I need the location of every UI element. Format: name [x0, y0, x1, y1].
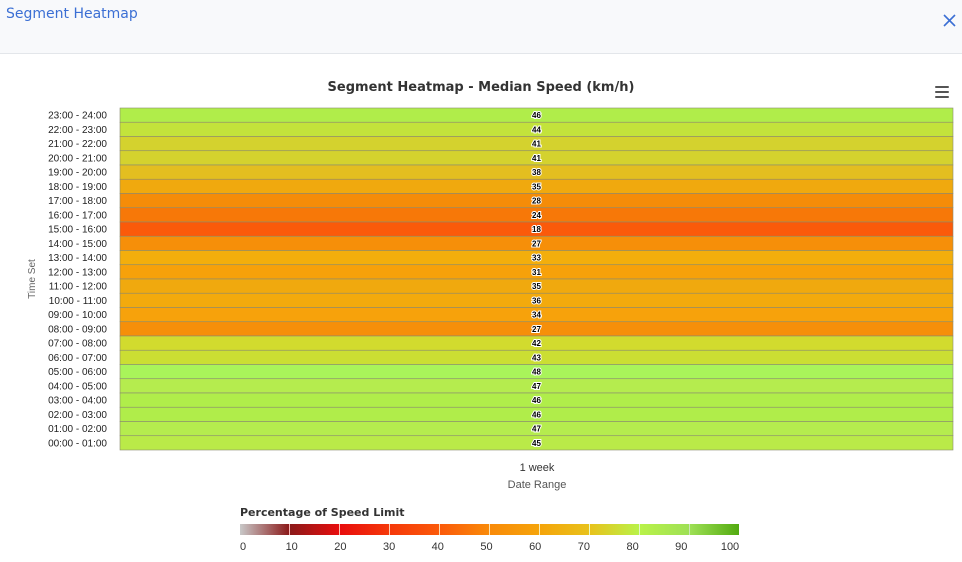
y-axis-tick-label: 23:00 - 24:00 [48, 111, 107, 122]
y-axis-tick-label: 18:00 - 19:00 [48, 182, 107, 193]
heatmap-cell-value: 36 [532, 296, 541, 305]
legend-color-segment [689, 524, 739, 535]
legend-color-segment [589, 524, 639, 535]
close-icon[interactable] [940, 10, 960, 30]
y-axis-tick-label: 08:00 - 09:00 [48, 324, 107, 335]
legend-tick-label: 50 [480, 541, 493, 553]
heatmap-cell-value: 44 [532, 125, 541, 134]
heatmap-cell-value: 28 [532, 197, 541, 206]
heatmap-cell-value: 38 [532, 168, 541, 177]
heatmap-cell-value: 35 [532, 182, 541, 191]
heatmap-cell-value: 18 [532, 225, 541, 234]
y-axis-tick-label: 11:00 - 12:00 [49, 282, 108, 293]
modal-header: Segment Heatmap [0, 0, 962, 54]
heatmap-cell[interactable] [119, 435, 954, 451]
y-axis-tick-label: 15:00 - 16:00 [48, 225, 107, 236]
y-axis-tick-label: 03:00 - 04:00 [48, 396, 107, 407]
heatmap-cell-value: 48 [532, 368, 541, 377]
legend-color-segment [339, 524, 389, 535]
heatmap-cell-value: 34 [532, 311, 541, 320]
heatmap-cell-value: 33 [532, 254, 541, 263]
y-axis-tick-label: 05:00 - 06:00 [48, 367, 107, 378]
legend-tick-label: 80 [626, 541, 639, 553]
legend-tick-label: 70 [577, 541, 591, 553]
heatmap-cell-value: 47 [532, 382, 541, 391]
heatmap-cell-value: 27 [532, 239, 541, 248]
y-axis-tick-label: 12:00 - 13:00 [48, 267, 107, 278]
legend-color-segment [240, 524, 289, 535]
chart-title: Segment Heatmap - Median Speed (km/h) [327, 80, 635, 95]
heatmap-cell-value: 46 [532, 111, 541, 120]
heatmap-cell-value: 31 [532, 268, 541, 277]
legend-color-segment [639, 524, 689, 535]
y-axis-tick-label: 02:00 - 03:00 [48, 410, 107, 421]
y-axis-tick-label: 01:00 - 02:00 [48, 424, 107, 435]
legend-color-segment [289, 524, 339, 535]
legend-color-segment [439, 524, 489, 535]
heatmap-cell-value: 45 [532, 439, 541, 448]
y-axis-tick-label: 14:00 - 15:00 [48, 239, 107, 250]
y-axis-tick-label: 21:00 - 22:00 [48, 139, 107, 150]
legend-tick-label: 10 [285, 541, 298, 553]
heatmap-cell-value: 24 [532, 211, 541, 220]
hamburger-menu-icon[interactable] [935, 86, 949, 98]
y-axis-title: Time Set [27, 259, 38, 299]
legend-tick-label: 30 [382, 541, 396, 553]
y-axis-tick-label: 17:00 - 18:00 [48, 196, 107, 207]
legend-tick-label: 60 [529, 541, 542, 553]
heatmap-cell-value: 46 [532, 396, 541, 405]
legend-tick-label: 90 [675, 541, 688, 553]
y-axis-tick-label: 19:00 - 20:00 [48, 168, 107, 179]
x-axis-title: Date Range [507, 479, 567, 491]
modal-title: Segment Heatmap [6, 6, 138, 22]
legend-tick-label: 40 [431, 541, 444, 553]
y-axis-tick-label: 04:00 - 05:00 [48, 381, 107, 392]
y-axis-tick-label: 06:00 - 07:00 [48, 353, 107, 364]
legend-color-segment [539, 524, 589, 535]
legend-color-segment [489, 524, 539, 535]
legend-title: Percentage of Speed Limit [240, 506, 405, 519]
y-axis-tick-label: 09:00 - 10:00 [48, 310, 107, 321]
legend-tick-label: 0 [239, 541, 247, 553]
heatmap-cell-value: 41 [532, 140, 541, 149]
y-axis-tick-label: 10:00 - 11:00 [49, 296, 108, 307]
color-legend-bar [240, 524, 739, 535]
heatmap-cell-value: 47 [532, 425, 541, 434]
y-axis-tick-label: 20:00 - 21:00 [48, 153, 107, 164]
y-axis-tick-label: 00:00 - 01:00 [48, 438, 107, 449]
heatmap-cell-value: 42 [532, 339, 541, 348]
heatmap-cell-value: 46 [532, 410, 541, 419]
y-axis-tick-label: 16:00 - 17:00 [48, 210, 107, 221]
legend-tick-label: 100 [720, 541, 740, 553]
legend-tick-label: 20 [334, 541, 347, 553]
y-axis-tick-label: 13:00 - 14:00 [48, 253, 107, 264]
y-axis-tick-label: 07:00 - 08:00 [48, 339, 107, 350]
heatmap-cell-value: 43 [532, 353, 541, 362]
heatmap-cell-value: 27 [532, 325, 541, 334]
heatmap-cell-value: 35 [532, 282, 541, 291]
heatmap-cell-value: 41 [532, 154, 541, 163]
y-axis-tick-label: 22:00 - 23:00 [48, 125, 107, 136]
legend-color-segment [389, 524, 439, 535]
x-axis-tick-label: 1 week [519, 462, 555, 474]
